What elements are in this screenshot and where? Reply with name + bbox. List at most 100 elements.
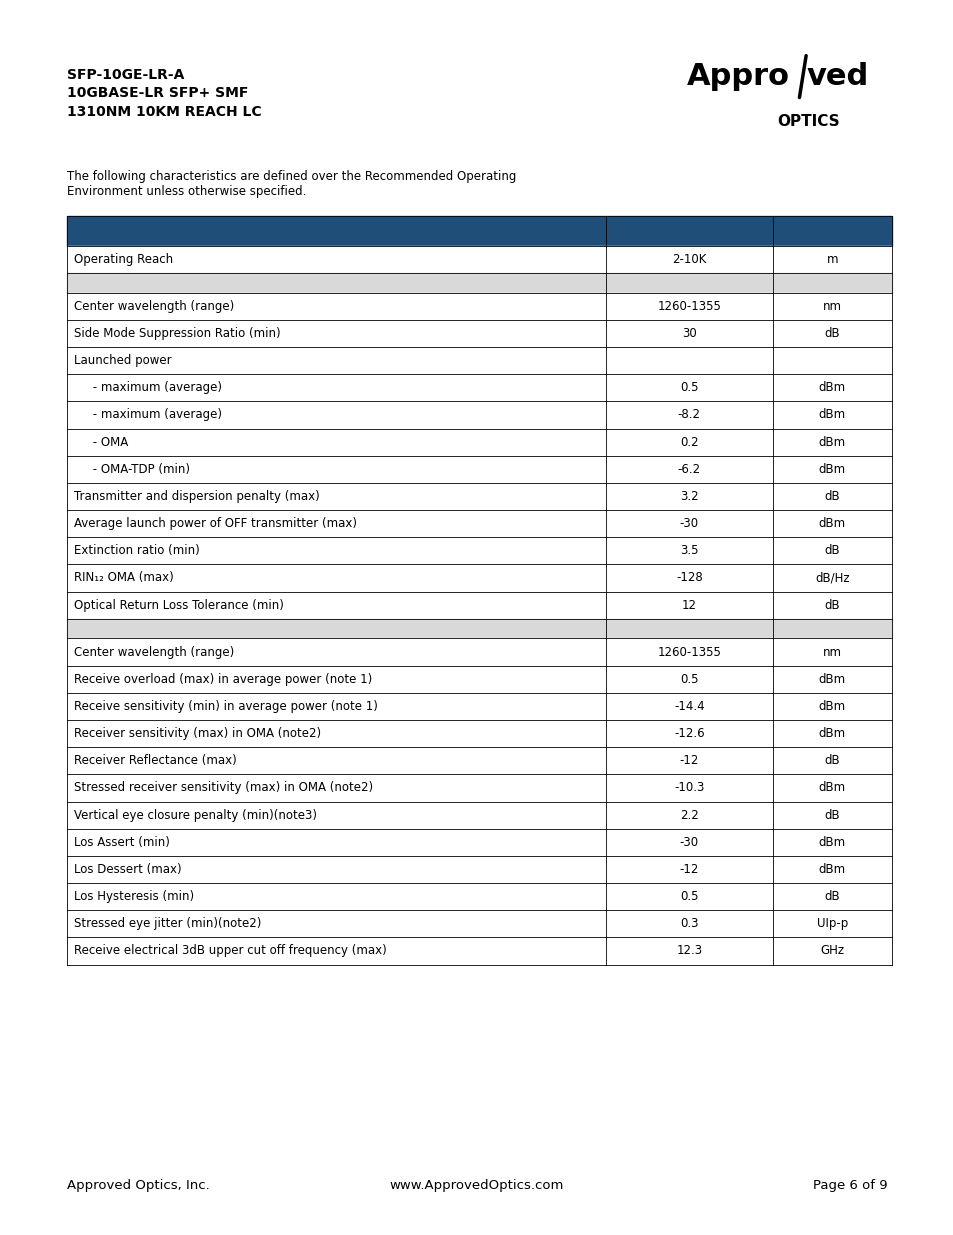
Bar — [67, 401, 891, 429]
Bar — [67, 802, 891, 829]
Text: dBm: dBm — [818, 382, 845, 394]
Text: Vertical eye closure penalty (min)(note3): Vertical eye closure penalty (min)(note3… — [74, 809, 317, 821]
Text: 1310NM 10KM REACH LC: 1310NM 10KM REACH LC — [67, 105, 261, 119]
Text: - maximum (average): - maximum (average) — [74, 409, 222, 421]
Text: dBm: dBm — [818, 673, 845, 685]
Text: Side Mode Suppression Ratio (min): Side Mode Suppression Ratio (min) — [74, 327, 281, 340]
Text: -12: -12 — [679, 863, 699, 876]
Text: 1260-1355: 1260-1355 — [657, 646, 720, 658]
Bar — [67, 619, 891, 638]
Bar — [67, 510, 891, 537]
Bar — [67, 320, 891, 347]
Text: Approved Optics, Inc.: Approved Optics, Inc. — [67, 1179, 210, 1192]
Bar — [67, 246, 891, 273]
Bar — [67, 537, 891, 564]
Bar — [67, 666, 891, 693]
Text: Los Assert (min): Los Assert (min) — [74, 836, 170, 848]
Bar — [67, 693, 891, 720]
Bar — [67, 456, 891, 483]
Text: dBm: dBm — [818, 463, 845, 475]
Text: dB: dB — [823, 327, 840, 340]
Text: Receive overload (max) in average power (note 1): Receive overload (max) in average power … — [74, 673, 373, 685]
Text: -12.6: -12.6 — [673, 727, 704, 740]
Text: -6.2: -6.2 — [677, 463, 700, 475]
Text: 2.2: 2.2 — [679, 809, 698, 821]
Text: RIN₁₂ OMA (max): RIN₁₂ OMA (max) — [74, 572, 174, 584]
Bar — [67, 937, 891, 965]
Text: Average launch power of OFF transmitter (max): Average launch power of OFF transmitter … — [74, 517, 357, 530]
Text: Page 6 of 9: Page 6 of 9 — [812, 1179, 886, 1192]
Bar — [67, 856, 891, 883]
Text: dB/Hz: dB/Hz — [814, 572, 849, 584]
Text: dBm: dBm — [818, 700, 845, 713]
Text: dB: dB — [823, 599, 840, 611]
Text: 30: 30 — [681, 327, 696, 340]
Text: 2-10K: 2-10K — [671, 253, 706, 266]
Text: Optical Return Loss Tolerance (min): Optical Return Loss Tolerance (min) — [74, 599, 284, 611]
Bar — [67, 829, 891, 856]
Text: -8.2: -8.2 — [677, 409, 700, 421]
Bar — [67, 273, 891, 293]
Text: 3.2: 3.2 — [679, 490, 698, 503]
Bar — [67, 592, 891, 619]
Bar — [67, 564, 891, 592]
Text: Receiver Reflectance (max): Receiver Reflectance (max) — [74, 755, 237, 767]
Text: dB: dB — [823, 890, 840, 903]
Text: -30: -30 — [679, 836, 699, 848]
Bar — [67, 638, 891, 666]
Text: 0.2: 0.2 — [679, 436, 698, 448]
Bar — [67, 293, 891, 320]
Text: Extinction ratio (min): Extinction ratio (min) — [74, 545, 200, 557]
Text: Receive electrical 3dB upper cut off frequency (max): Receive electrical 3dB upper cut off fre… — [74, 945, 387, 957]
Text: ved: ved — [805, 62, 867, 90]
Text: Los Hysteresis (min): Los Hysteresis (min) — [74, 890, 194, 903]
Text: -10.3: -10.3 — [674, 782, 703, 794]
Bar — [67, 429, 891, 456]
Text: dBm: dBm — [818, 517, 845, 530]
Text: dBm: dBm — [818, 863, 845, 876]
Text: -128: -128 — [675, 572, 702, 584]
Text: dB: dB — [823, 755, 840, 767]
Text: The following characteristics are defined over the Recommended Operating
Environ: The following characteristics are define… — [67, 170, 516, 199]
Text: SFP-10GE-LR-A: SFP-10GE-LR-A — [67, 68, 184, 82]
Bar — [67, 910, 891, 937]
Text: dB: dB — [823, 809, 840, 821]
Text: Center wavelength (range): Center wavelength (range) — [74, 646, 234, 658]
Text: dBm: dBm — [818, 836, 845, 848]
Text: Launched power: Launched power — [74, 354, 172, 367]
Bar — [67, 216, 891, 246]
Text: 1260-1355: 1260-1355 — [657, 300, 720, 312]
Text: 3.5: 3.5 — [679, 545, 698, 557]
Text: dBm: dBm — [818, 409, 845, 421]
Bar — [67, 374, 891, 401]
Text: Operating Reach: Operating Reach — [74, 253, 173, 266]
Text: dBm: dBm — [818, 727, 845, 740]
Text: m: m — [825, 253, 838, 266]
Text: Stressed eye jitter (min)(note2): Stressed eye jitter (min)(note2) — [74, 918, 261, 930]
Text: GHz: GHz — [820, 945, 843, 957]
Bar — [67, 774, 891, 802]
Text: dB: dB — [823, 490, 840, 503]
Bar — [67, 483, 891, 510]
Text: Appro: Appro — [686, 62, 789, 90]
Text: Receive sensitivity (min) in average power (note 1): Receive sensitivity (min) in average pow… — [74, 700, 378, 713]
Text: 0.5: 0.5 — [679, 382, 698, 394]
Text: -14.4: -14.4 — [673, 700, 704, 713]
Text: -12: -12 — [679, 755, 699, 767]
Text: nm: nm — [822, 646, 841, 658]
Bar — [67, 720, 891, 747]
Text: www.ApprovedOptics.com: www.ApprovedOptics.com — [390, 1179, 563, 1192]
Text: Stressed receiver sensitivity (max) in OMA (note2): Stressed receiver sensitivity (max) in O… — [74, 782, 374, 794]
Bar — [67, 883, 891, 910]
Text: Center wavelength (range): Center wavelength (range) — [74, 300, 234, 312]
Bar — [67, 347, 891, 374]
Text: 12.3: 12.3 — [676, 945, 701, 957]
Text: 10GBASE-LR SFP+ SMF: 10GBASE-LR SFP+ SMF — [67, 86, 248, 100]
Text: dBm: dBm — [818, 436, 845, 448]
Text: 0.5: 0.5 — [679, 673, 698, 685]
Text: Transmitter and dispersion penalty (max): Transmitter and dispersion penalty (max) — [74, 490, 320, 503]
Text: dB: dB — [823, 545, 840, 557]
Text: Receiver sensitivity (max) in OMA (note2): Receiver sensitivity (max) in OMA (note2… — [74, 727, 321, 740]
Text: OPTICS: OPTICS — [777, 114, 840, 128]
Text: -30: -30 — [679, 517, 699, 530]
